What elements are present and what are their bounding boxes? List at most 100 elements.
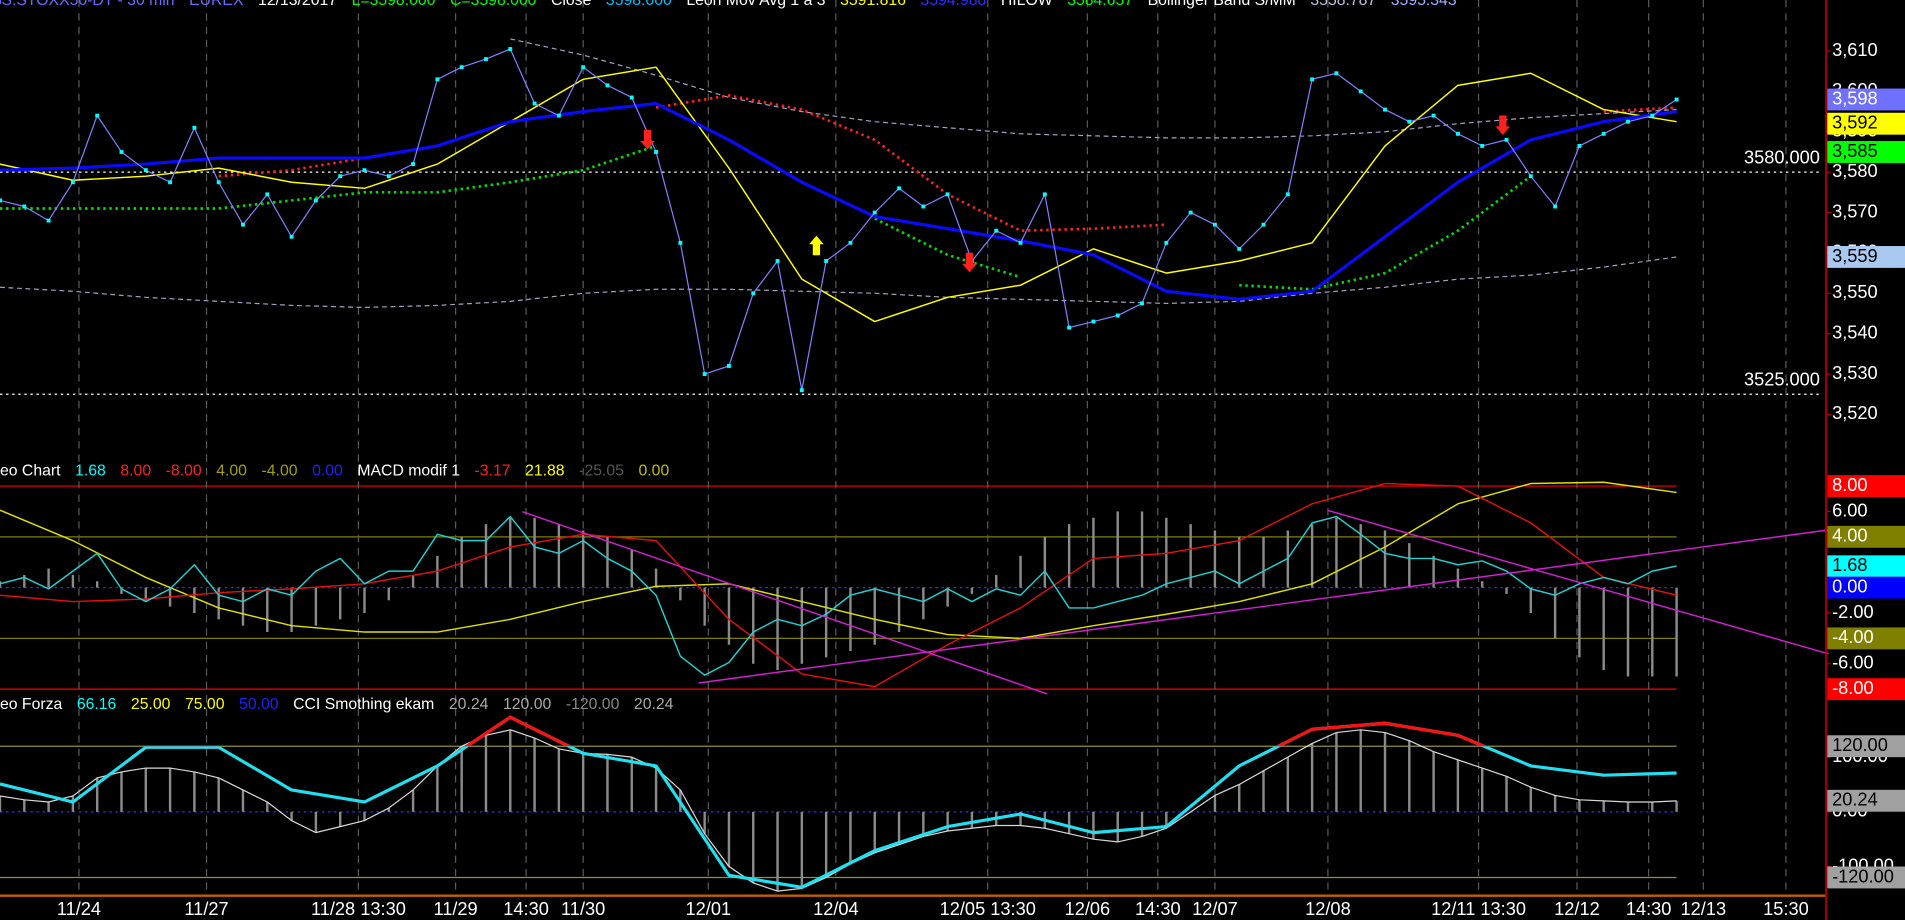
value-box <box>1827 525 1905 548</box>
histogram-bar <box>387 808 390 812</box>
price-point <box>435 77 440 82</box>
histogram-bar <box>1505 587 1508 594</box>
x-tick-label: 12/05 13:30 <box>940 899 1036 919</box>
histogram-bar <box>849 587 852 652</box>
price-point <box>1042 192 1047 197</box>
value-box-label: 3,559 <box>1832 246 1878 266</box>
histogram-bar <box>873 811 876 853</box>
histogram-bar <box>679 587 682 601</box>
histogram-bar <box>387 587 390 601</box>
x-tick-label: 12/13 <box>1681 899 1727 919</box>
price-point <box>1383 107 1387 112</box>
price-point <box>1626 119 1630 124</box>
x-tick-label: 14:30 <box>1135 899 1181 919</box>
histogram-bar <box>338 587 342 620</box>
histogram-bar <box>120 771 123 812</box>
price-point <box>799 388 804 393</box>
price-point <box>532 101 537 106</box>
value-box <box>1827 141 1905 163</box>
y-tick-label: 3,550 <box>1832 282 1878 302</box>
header-item: 12/13/2017 <box>258 0 337 9</box>
histogram-bar <box>23 799 26 812</box>
price-point <box>1310 77 1315 82</box>
header-item: 20.24 <box>449 696 489 713</box>
price-point <box>313 198 318 203</box>
price-point <box>824 259 829 263</box>
sell-arrow <box>1495 115 1511 135</box>
histogram-bar <box>1067 524 1071 588</box>
price-point <box>70 180 75 185</box>
value-box <box>1827 627 1905 650</box>
header-item: $S.STOXX50-DT - 30 min <box>0 0 175 9</box>
histogram-bar <box>266 587 269 633</box>
x-tick-label: 12/07 <box>1192 899 1238 919</box>
panel-header: eo Forza 66.16 25.00 75.00 50.00 CCI Smothing… <box>0 696 674 713</box>
price-point <box>581 65 586 70</box>
histogram-bar <box>95 581 99 588</box>
price-point <box>484 57 488 62</box>
value-box-label: 0.00 <box>1832 576 1867 596</box>
x-tick-label: 12/12 <box>1554 899 1600 919</box>
histogram-bar <box>654 568 658 588</box>
histogram-bar <box>1359 729 1362 812</box>
histogram-bar <box>557 524 561 588</box>
histogram-bar <box>1651 587 1654 677</box>
header-item: Leon Mov Avg 1 a 3 <box>686 0 825 9</box>
header-item: 3591.816 <box>840 0 906 9</box>
price-point <box>143 168 148 173</box>
series-line <box>0 66 1677 323</box>
trend-line <box>522 510 1048 695</box>
header-item: Close <box>551 0 592 9</box>
value-box-label: 4.00 <box>1832 526 1867 546</box>
value-box-label: -4.00 <box>1832 627 1874 647</box>
price-point <box>1018 240 1023 245</box>
histogram-bar <box>873 587 876 645</box>
value-box-label: 3,592 <box>1832 113 1878 133</box>
price-point <box>508 47 513 51</box>
histogram-bar <box>120 587 123 594</box>
header-item: L=3598.000 <box>352 0 436 9</box>
y-tick-label: -6.00 <box>1832 653 1874 673</box>
histogram-bar <box>47 801 50 812</box>
histogram-bar <box>290 811 293 821</box>
histogram-bar <box>217 587 220 620</box>
histogram-bar <box>338 811 342 827</box>
panel-header: eo Chart 1.68 8.00 -8.00 4.00 -4.00 0.00 MACD m… <box>0 463 669 480</box>
trend-line <box>698 529 1829 684</box>
y-tick-label: 3,530 <box>1832 363 1878 383</box>
price-point <box>1115 313 1120 318</box>
price-point <box>265 192 270 197</box>
histogram-bar <box>314 811 318 833</box>
histogram-bar <box>290 587 293 633</box>
price-point <box>1455 131 1460 136</box>
value-box-label: 1.68 <box>1832 555 1867 575</box>
histogram-bar <box>1359 524 1362 588</box>
histogram-bar <box>1238 784 1241 812</box>
value-box <box>1827 88 1905 111</box>
histogram-bar <box>484 524 488 588</box>
price-point <box>459 65 464 70</box>
value-box-label: -8.00 <box>1832 678 1874 698</box>
series-line <box>0 101 1677 301</box>
header-item: 3595.343 <box>1391 0 1457 9</box>
histogram-bar <box>1043 536 1047 588</box>
histogram-bar <box>824 811 828 878</box>
header-item: Bollinger Band S/MM <box>1148 0 1296 9</box>
histogram-bar <box>897 587 901 633</box>
histogram-bar <box>1602 587 1605 671</box>
histogram-bar <box>71 574 75 588</box>
histogram-bar <box>1432 555 1435 588</box>
histogram-bar <box>1019 811 1022 826</box>
histogram-bar <box>1165 811 1168 829</box>
header-item: 3558.787 <box>1310 0 1376 9</box>
price-point <box>1650 113 1655 118</box>
header-item: 120.00 <box>503 696 551 713</box>
histogram-bar <box>533 517 536 588</box>
histogram-bar <box>314 587 318 626</box>
histogram-bar <box>1675 800 1678 812</box>
header-item: 75.00 <box>185 696 225 713</box>
price-point <box>945 192 950 197</box>
histogram-bar <box>1602 800 1605 812</box>
